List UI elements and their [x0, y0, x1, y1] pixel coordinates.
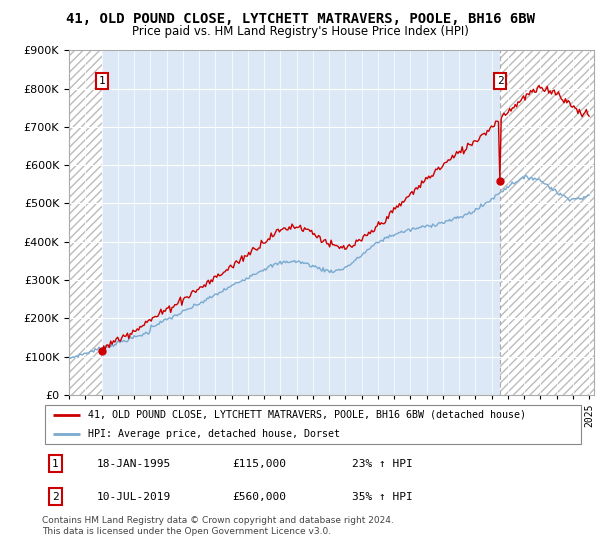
Text: 23% ↑ HPI: 23% ↑ HPI [352, 459, 412, 469]
Bar [69, 50, 102, 395]
Text: £560,000: £560,000 [232, 492, 286, 502]
Bar [69, 50, 102, 395]
Text: Price paid vs. HM Land Registry's House Price Index (HPI): Price paid vs. HM Land Registry's House … [131, 25, 469, 38]
Text: 10-JUL-2019: 10-JUL-2019 [97, 492, 170, 502]
Bar [500, 50, 594, 395]
FancyBboxPatch shape [45, 405, 581, 444]
Text: £115,000: £115,000 [232, 459, 286, 469]
Text: 2: 2 [52, 492, 59, 502]
Text: 41, OLD POUND CLOSE, LYTCHETT MATRAVERS, POOLE, BH16 6BW: 41, OLD POUND CLOSE, LYTCHETT MATRAVERS,… [65, 12, 535, 26]
Text: 35% ↑ HPI: 35% ↑ HPI [352, 492, 412, 502]
Text: 41, OLD POUND CLOSE, LYTCHETT MATRAVERS, POOLE, BH16 6BW (detached house): 41, OLD POUND CLOSE, LYTCHETT MATRAVERS,… [88, 409, 526, 419]
Text: 1: 1 [99, 76, 106, 86]
Text: HPI: Average price, detached house, Dorset: HPI: Average price, detached house, Dors… [88, 429, 340, 439]
Text: 2: 2 [497, 76, 503, 86]
Bar [500, 50, 594, 395]
Text: Contains HM Land Registry data © Crown copyright and database right 2024.
This d: Contains HM Land Registry data © Crown c… [42, 516, 394, 536]
Text: 1: 1 [52, 459, 59, 469]
Text: 18-JAN-1995: 18-JAN-1995 [97, 459, 170, 469]
